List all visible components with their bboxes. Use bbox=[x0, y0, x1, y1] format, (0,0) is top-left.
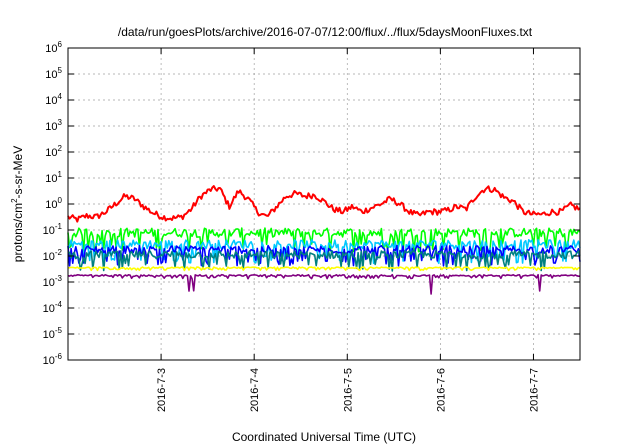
y-tick-exponent: -5 bbox=[55, 326, 63, 335]
y-tick-base: 10 bbox=[43, 355, 55, 367]
y-tick-exponent: 1 bbox=[58, 170, 63, 179]
y-tick-base: 10 bbox=[43, 303, 55, 315]
y-tick-exponent: -1 bbox=[55, 222, 63, 231]
y-tick-label: 10-3 bbox=[43, 274, 63, 289]
x-tick-label: 2016-7-7 bbox=[528, 368, 540, 412]
y-tick-base: 10 bbox=[43, 277, 55, 289]
y-tick-base: 10 bbox=[45, 121, 57, 133]
y-tick-label: 10-1 bbox=[43, 222, 63, 237]
y-tick-label: 104 bbox=[45, 92, 62, 107]
y-tick-label: 10-4 bbox=[43, 300, 63, 315]
y-tick-label: 102 bbox=[45, 144, 62, 159]
y-tick-base: 10 bbox=[43, 329, 55, 341]
series-line bbox=[67, 227, 581, 253]
y-tick-base: 10 bbox=[45, 43, 57, 55]
x-tick-label: 2016-7-5 bbox=[342, 368, 354, 412]
series-line bbox=[67, 185, 581, 223]
y-tick-exponent: 4 bbox=[58, 92, 63, 101]
axis-ticks: 10-610-510-410-310-210-11001011021031041… bbox=[43, 40, 580, 412]
y-tick-base: 10 bbox=[43, 251, 55, 263]
y-tick-base: 10 bbox=[45, 95, 57, 107]
y-tick-base: 10 bbox=[43, 225, 55, 237]
grid bbox=[68, 48, 580, 360]
y-tick-label: 10-5 bbox=[43, 326, 63, 341]
y-tick-exponent: -3 bbox=[55, 274, 63, 283]
y-tick-label: 100 bbox=[45, 196, 62, 211]
series-line bbox=[67, 273, 580, 295]
y-tick-base: 10 bbox=[45, 69, 57, 81]
x-tick-label: 2016-7-3 bbox=[156, 368, 168, 412]
y-tick-exponent: -2 bbox=[55, 248, 63, 257]
y-tick-base: 10 bbox=[45, 199, 57, 211]
x-tick-label: 2016-7-6 bbox=[435, 368, 447, 412]
x-tick-label: 2016-7-4 bbox=[249, 368, 261, 412]
y-tick-label: 105 bbox=[45, 66, 62, 81]
y-axis-label-prefix: protons/cm bbox=[11, 203, 25, 262]
y-tick-exponent: 3 bbox=[58, 118, 63, 127]
x-axis-label: Coordinated Universal Time (UTC) bbox=[232, 430, 416, 444]
y-tick-exponent: 0 bbox=[58, 196, 63, 205]
y-tick-label: 106 bbox=[45, 40, 62, 55]
y-tick-exponent: 2 bbox=[58, 144, 63, 153]
y-tick-base: 10 bbox=[45, 173, 57, 185]
y-tick-label: 10-2 bbox=[43, 248, 63, 263]
y-tick-label: 101 bbox=[45, 170, 62, 185]
y-tick-exponent: 5 bbox=[58, 66, 63, 75]
series-lines bbox=[67, 185, 581, 295]
y-axis-label-sup: 2 bbox=[10, 198, 19, 203]
y-tick-label: 10-6 bbox=[43, 352, 63, 367]
series-line bbox=[67, 266, 581, 272]
y-tick-exponent: -6 bbox=[55, 352, 63, 361]
chart-title: /data/run/goesPlots/archive/2016-07-07/1… bbox=[118, 25, 533, 39]
y-axis-label-suffix: -s-sr-MeV bbox=[11, 146, 25, 199]
y-tick-exponent: -4 bbox=[55, 300, 63, 309]
series-line bbox=[68, 250, 581, 272]
y-tick-base: 10 bbox=[45, 147, 57, 159]
y-tick-label: 103 bbox=[45, 118, 62, 133]
y-axis-label: protons/cm2-s-sr-MeV bbox=[10, 146, 25, 262]
y-tick-exponent: 6 bbox=[58, 40, 63, 49]
